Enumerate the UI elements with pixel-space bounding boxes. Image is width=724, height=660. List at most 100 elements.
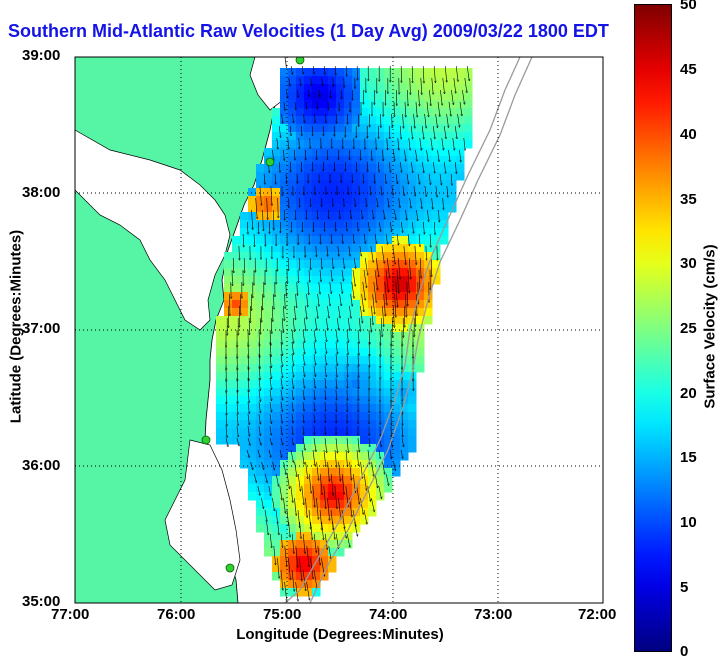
velocity-cell [384,116,393,125]
velocity-cell [344,108,353,117]
velocity-cell [328,420,337,429]
velocity-cell [432,132,441,141]
velocity-cell [296,444,305,453]
velocity-cell [344,396,353,405]
velocity-cell [328,244,337,253]
velocity-cell [376,268,385,277]
velocity-cell [240,228,249,237]
velocity-cell [224,252,233,261]
velocity-cell [456,124,465,133]
velocity-cell [400,220,409,229]
velocity-cell [312,300,321,309]
velocity-cell [224,412,233,421]
colorbar-tick-label: 15 [680,449,697,466]
velocity-cell [288,580,297,589]
velocity-cell [320,420,329,429]
velocity-cell [320,76,329,85]
velocity-cell [320,508,329,517]
velocity-cell [296,316,305,325]
velocity-cell [384,188,393,197]
velocity-cell [304,276,313,285]
velocity-cell [272,108,281,117]
velocity-cell [416,348,425,357]
velocity-cell [376,300,385,309]
velocity-cell [296,124,305,133]
velocity-cell [272,172,281,181]
velocity-cell [328,348,337,357]
velocity-cell [368,164,377,173]
velocity-cell [240,300,249,309]
velocity-cell [424,244,433,253]
velocity-cell [232,372,241,381]
velocity-cell [328,412,337,421]
velocity-cell [312,292,321,301]
velocity-cell [344,220,353,229]
velocity-cell [248,196,257,205]
velocity-cell [336,116,345,125]
x-tick-label: 74:00 [369,606,407,623]
velocity-cell [400,196,409,205]
velocity-cell [448,76,457,85]
velocity-cell [312,92,321,101]
velocity-cell [408,92,417,101]
velocity-cell [304,308,313,317]
velocity-cell [368,172,377,181]
velocity-cell [352,244,361,253]
velocity-cell [288,292,297,301]
velocity-cell [320,372,329,381]
velocity-cell [248,276,257,285]
velocity-cell [352,420,361,429]
velocity-cell [368,196,377,205]
velocity-cell [216,388,225,397]
velocity-cell [336,132,345,141]
colorbar-tick-label: 35 [680,191,697,208]
velocity-cell [344,324,353,333]
velocity-cell [360,172,369,181]
velocity-cell [360,300,369,309]
velocity-cell [272,196,281,205]
velocity-cell [360,180,369,189]
velocity-cell [288,540,297,549]
velocity-cell [304,356,313,365]
velocity-cell [336,372,345,381]
velocity-cell [336,380,345,389]
velocity-cell [368,204,377,213]
velocity-cell [216,340,225,349]
velocity-cell [384,484,393,493]
velocity-cell [312,116,321,125]
velocity-cell [368,300,377,309]
velocity-cell [344,460,353,469]
velocity-cell [312,428,321,437]
velocity-cell [408,276,417,285]
velocity-cell [296,460,305,469]
velocity-cell [352,196,361,205]
velocity-cell [344,236,353,245]
velocity-cell [272,452,281,461]
velocity-cell [312,404,321,413]
velocity-cell [312,516,321,525]
velocity-cell [240,364,249,373]
velocity-cell [360,76,369,85]
velocity-cell [240,332,249,341]
velocity-cell [384,132,393,141]
velocity-cell [432,172,441,181]
velocity-cell [424,148,433,157]
velocity-cell [352,364,361,373]
velocity-cell [352,324,361,333]
velocity-cell [304,468,313,477]
velocity-cell [272,180,281,189]
velocity-cell [232,380,241,389]
velocity-cell [304,412,313,421]
velocity-cell [256,164,265,173]
x-tick-label: 75:00 [263,606,301,623]
x-tick-label: 72:00 [578,606,616,623]
velocity-cell [224,348,233,357]
velocity-cell [400,204,409,213]
velocity-cell [264,524,273,533]
velocity-cell [344,412,353,421]
velocity-cell [328,372,337,381]
velocity-cell [296,308,305,317]
velocity-cell [256,236,265,245]
velocity-cell [360,404,369,413]
velocity-cell [408,204,417,213]
